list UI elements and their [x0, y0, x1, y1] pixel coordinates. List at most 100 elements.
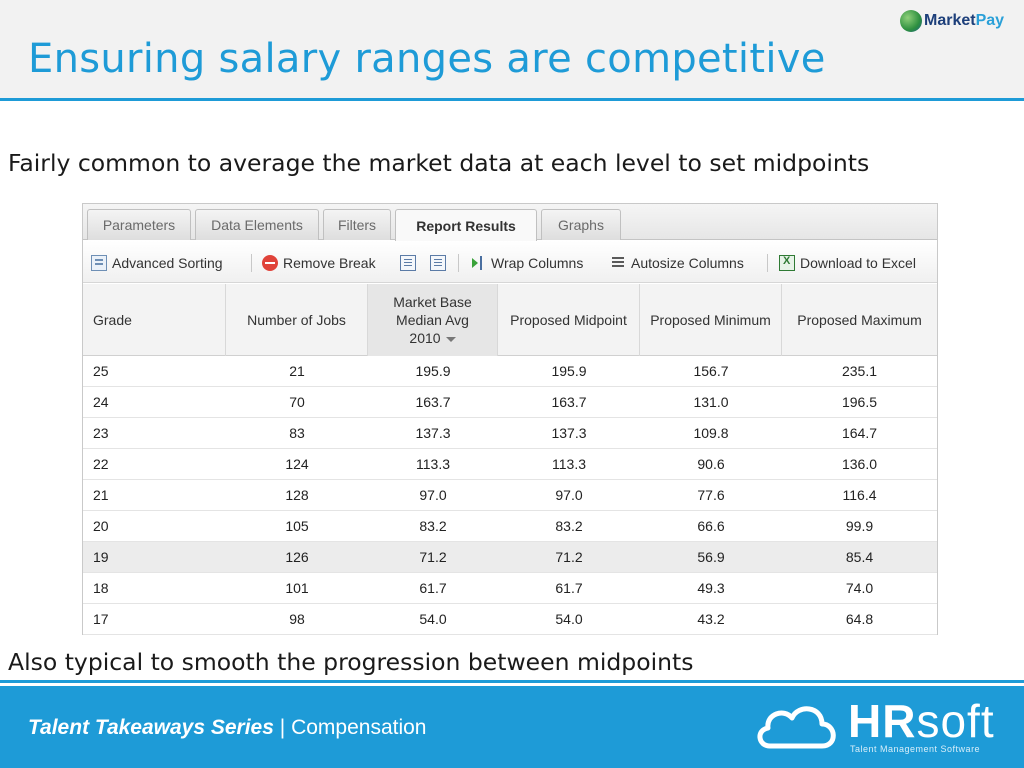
cell-minimum: 56.9 [697, 549, 725, 565]
market-header-line-1: Market Base [393, 294, 472, 310]
market-header-line-3: 2010 [409, 329, 456, 347]
cell-midpoint: 113.3 [552, 456, 586, 472]
table-row[interactable]: 17 98 54.0 54.0 43.2 64.8 [83, 604, 937, 635]
cell-market-base: 97.0 [419, 487, 447, 503]
download-excel-label: Download to Excel [800, 255, 916, 271]
cell-maximum: 116.4 [842, 487, 877, 503]
group-rows-button[interactable] [400, 253, 416, 273]
cell-minimum: 109.8 [693, 425, 729, 441]
cell-minimum: 49.3 [697, 580, 725, 596]
wrap-columns-button[interactable]: Wrap Columns [472, 253, 583, 273]
cell-market-base: 163.7 [415, 394, 451, 410]
tab-parameters[interactable]: Parameters [87, 209, 191, 240]
advanced-sorting-label: Advanced Sorting [112, 255, 223, 271]
list-view-button[interactable] [430, 253, 446, 273]
cell-minimum: 90.6 [697, 456, 725, 472]
table-row[interactable]: 25 21 195.9 195.9 156.7 235.1 [83, 356, 937, 387]
title-divider [0, 98, 1024, 101]
column-header-jobs[interactable]: Number of Jobs [226, 284, 368, 356]
sort-desc-icon [445, 336, 456, 342]
autosize-columns-label: Autosize Columns [631, 255, 744, 271]
cell-jobs: 126 [285, 549, 309, 565]
remove-icon [262, 255, 278, 271]
cell-minimum: 77.6 [697, 487, 725, 503]
market-header-line-2: Median Avg [396, 312, 469, 328]
cell-midpoint: 61.7 [555, 580, 583, 596]
advanced-sorting-button[interactable]: Advanced Sorting [91, 253, 223, 273]
list-icon [430, 255, 446, 271]
tab-data-elements[interactable]: Data Elements [195, 209, 319, 240]
cell-grade: 25 [93, 363, 109, 379]
tab-report-results[interactable]: Report Results [395, 209, 537, 241]
remove-break-button[interactable]: Remove Break [262, 253, 376, 273]
remove-break-label: Remove Break [283, 255, 376, 271]
column-header-maximum[interactable]: Proposed Maximum [797, 312, 922, 328]
cloud-icon [757, 706, 836, 749]
cell-grade: 24 [93, 394, 109, 410]
column-header-minimum[interactable]: Proposed Minimum [640, 284, 782, 356]
cell-maximum: 196.5 [841, 394, 878, 410]
cell-midpoint: 54.0 [555, 611, 583, 627]
table-row[interactable]: 23 83 137.3 137.3 109.8 164.7 [83, 418, 937, 449]
cell-maximum: 164.7 [841, 425, 878, 441]
cell-jobs: 83 [289, 425, 305, 441]
table-row[interactable]: 20 105 83.2 83.2 66.6 99.9 [83, 511, 937, 542]
slide-footer: Talent Takeaways Series | Compensation H… [0, 686, 1024, 768]
bullet-text-1: Fairly common to average the market data… [8, 149, 870, 177]
tab-graphs[interactable]: Graphs [541, 209, 621, 240]
cell-market-base: 113.3 [416, 456, 450, 472]
cell-grade: 23 [93, 425, 109, 441]
cell-market-base: 83.2 [419, 518, 447, 534]
cell-maximum: 136.0 [841, 456, 878, 472]
column-header-midpoint[interactable]: Proposed Midpoint [498, 284, 640, 356]
cell-grade: 17 [93, 611, 109, 627]
cell-maximum: 235.1 [841, 363, 878, 379]
cell-jobs: 124 [285, 456, 309, 472]
hrsoft-logo: HRsoft Talent Management Software [752, 694, 1002, 760]
toolbar-separator [458, 254, 459, 272]
table-header: Grade Number of Jobs Market Base Median … [83, 284, 937, 356]
column-header-grade[interactable]: Grade [83, 284, 226, 356]
cell-midpoint: 195.9 [551, 363, 587, 379]
cell-market-base: 195.9 [415, 363, 451, 379]
cell-minimum: 43.2 [697, 611, 725, 627]
cell-midpoint: 163.7 [551, 394, 587, 410]
cell-midpoint: 137.3 [551, 425, 587, 441]
cell-jobs: 98 [289, 611, 305, 627]
table-row[interactable]: 19 126 71.2 71.2 56.9 85.4 [83, 542, 937, 573]
footer-separator: | [279, 716, 286, 739]
cell-jobs: 21 [289, 363, 305, 379]
cell-maximum: 85.4 [845, 549, 874, 565]
marketpay-logo: MarketPay [900, 6, 1004, 36]
table-row[interactable]: 22 124 113.3 113.3 90.6 136.0 [83, 449, 937, 480]
cell-minimum: 156.7 [693, 363, 729, 379]
excel-icon [779, 255, 795, 271]
toolbar-separator [251, 254, 252, 272]
footer-caption: Talent Takeaways Series | Compensation [28, 716, 427, 740]
wrap-columns-label: Wrap Columns [491, 255, 584, 271]
cell-midpoint: 71.2 [555, 549, 583, 565]
slide-header: Ensuring salary ranges are competitive M… [0, 0, 1024, 100]
cell-market-base: 54.0 [419, 611, 447, 627]
hrsoft-tagline: Talent Management Software [850, 744, 981, 754]
tab-filters[interactable]: Filters [323, 209, 391, 240]
table-row[interactable]: 18 101 61.7 61.7 49.3 74.0 [83, 573, 937, 604]
cell-market-base: 137.3 [415, 425, 451, 441]
sort-icon [91, 255, 107, 271]
table-row[interactable]: 24 70 163.7 163.7 131.0 196.5 [83, 387, 937, 418]
footer-divider [0, 680, 1024, 683]
cell-maximum: 74.0 [845, 580, 874, 596]
autosize-columns-button[interactable]: Autosize Columns [610, 253, 744, 273]
download-excel-button[interactable]: Download to Excel [779, 253, 916, 273]
cell-market-base: 71.2 [419, 549, 447, 565]
tab-bar: Parameters Data Elements Filters Report … [83, 204, 937, 241]
table-row[interactable]: 21 128 97.0 97.0 77.6 116.4 [83, 480, 937, 511]
column-header-market-base[interactable]: Market Base Median Avg 2010 [368, 284, 498, 356]
cell-grade: 21 [93, 487, 109, 503]
cell-minimum: 131.0 [693, 394, 729, 410]
cell-midpoint: 83.2 [555, 518, 583, 534]
cell-maximum: 64.8 [845, 611, 874, 627]
cell-grade: 18 [93, 580, 109, 596]
hrsoft-wordmark: HRsoft [848, 695, 995, 747]
cell-market-base: 61.7 [419, 580, 447, 596]
